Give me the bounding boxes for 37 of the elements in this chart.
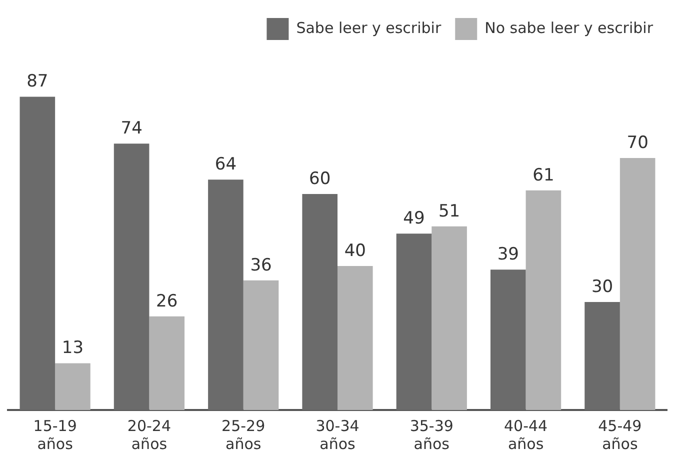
bar	[584, 302, 620, 410]
data-label: 36	[250, 255, 272, 276]
data-label: 60	[309, 168, 331, 189]
bar	[396, 234, 432, 410]
data-label: 40	[344, 240, 366, 261]
data-label: 61	[532, 165, 554, 186]
bar	[302, 194, 338, 410]
bar	[20, 96, 56, 410]
data-label: 70	[626, 132, 648, 153]
bar	[620, 158, 656, 410]
data-label: 51	[438, 201, 460, 222]
bar	[243, 280, 279, 410]
bar	[432, 226, 467, 410]
data-label: 74	[120, 118, 142, 139]
legend-label: Sabe leer y escribir	[296, 18, 442, 37]
bar	[208, 180, 244, 410]
bar	[490, 270, 526, 410]
bar	[149, 316, 185, 410]
bar	[526, 190, 562, 410]
data-label: 13	[62, 338, 84, 358]
legend-label: No sabe leer y escribir	[484, 18, 654, 37]
x-tick-label: 25-29 años	[222, 416, 266, 453]
bar	[338, 266, 373, 410]
x-tick-label: 30-34 años	[316, 416, 360, 453]
x-tick-label: 40-44 años	[504, 416, 548, 453]
data-label: 39	[497, 244, 519, 265]
x-tick-label: 15-19 años	[33, 416, 77, 453]
data-label: 49	[403, 208, 425, 229]
x-tick-label: 45-49 años	[598, 416, 642, 453]
bar	[55, 363, 90, 410]
data-label: 87	[26, 72, 48, 92]
data-label: 26	[156, 291, 178, 312]
x-tick-label: 20-24 años	[127, 416, 172, 453]
x-tick-label: 35-39 años	[410, 416, 454, 453]
data-label: 64	[214, 154, 237, 175]
data-label: 30	[591, 276, 614, 297]
bar	[114, 144, 150, 410]
